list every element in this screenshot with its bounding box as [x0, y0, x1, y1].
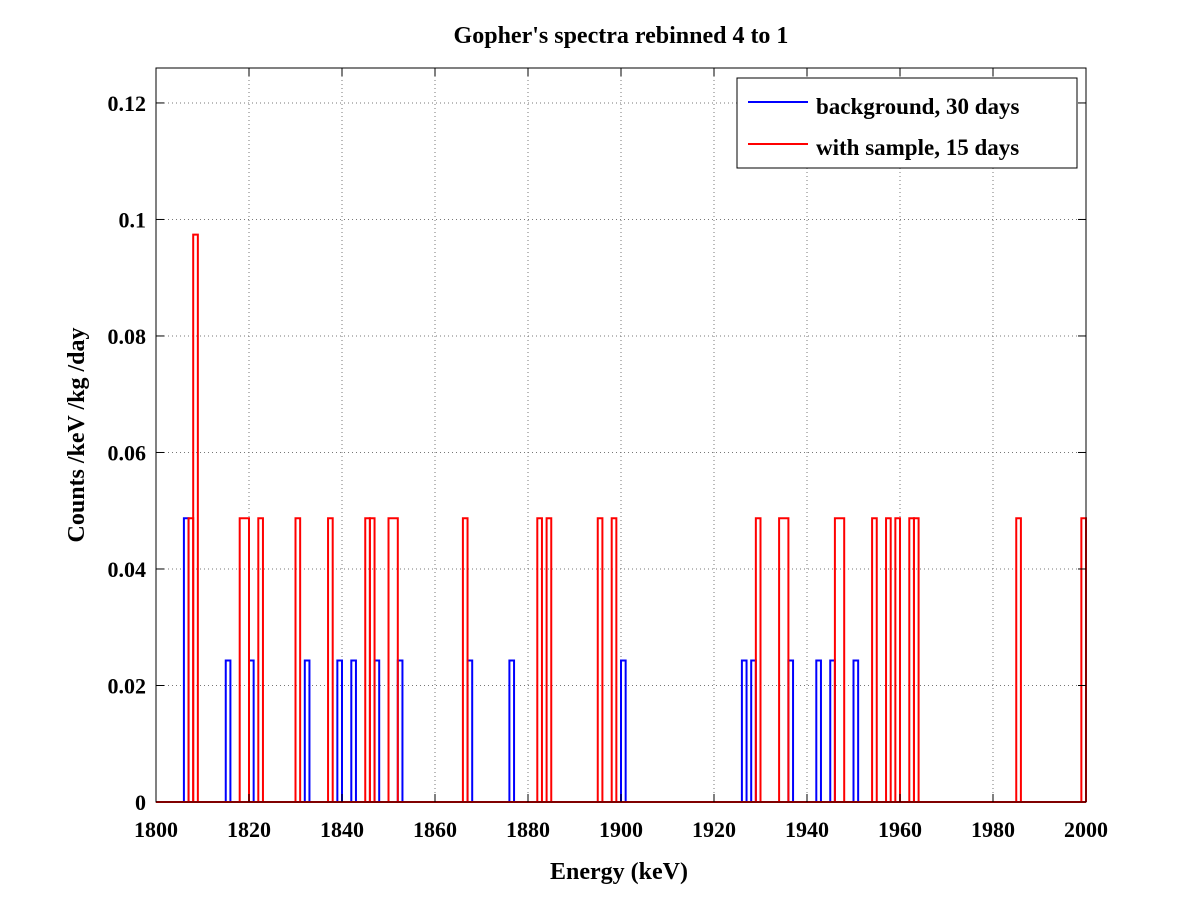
- legend-label-background: background, 30 days: [816, 94, 1020, 119]
- x-axis-label: Energy (keV): [550, 859, 688, 885]
- y-tick-label: 0: [135, 790, 146, 815]
- histogram-bin: [610, 517, 618, 802]
- y-tick-label: 0.12: [108, 91, 147, 116]
- histogram-bin: [536, 517, 543, 802]
- histogram-bin: [257, 517, 264, 802]
- x-tick-label: 1980: [971, 817, 1015, 842]
- x-tick-label: 1940: [785, 817, 829, 842]
- chart-title: Gopher's spectra rebinned 4 to 1: [454, 23, 789, 49]
- x-tick-label: 1860: [413, 817, 457, 842]
- x-tick-label: 1880: [506, 817, 550, 842]
- histogram-bin: [545, 517, 553, 802]
- x-tick-label: 2000: [1064, 817, 1108, 842]
- histogram-bin: [508, 659, 516, 802]
- x-tick-label: 1920: [692, 817, 736, 842]
- histogram-bin: [192, 233, 199, 802]
- x-tick-label: 1820: [227, 817, 271, 842]
- histogram-bin: [224, 659, 232, 802]
- histogram-bin: [833, 517, 846, 802]
- histogram-bin: [778, 517, 790, 802]
- x-tick-label: 1900: [599, 817, 643, 842]
- x-tick-label: 1800: [134, 817, 178, 842]
- axis-ticks: 1800 1820 1840 1860 1880 1900 1920 1940 1960 1980…: [108, 68, 1108, 842]
- y-tick-label: 0.08: [108, 324, 147, 349]
- y-tick-label: 0.02: [108, 673, 147, 698]
- histogram-bin: [327, 517, 334, 802]
- histogram-bin: [620, 659, 627, 802]
- histogram-bin: [740, 659, 748, 802]
- histogram-bin: [1015, 517, 1022, 802]
- legend-box: [736, 77, 1078, 169]
- x-tick-label: 1840: [320, 817, 364, 842]
- histogram-bin: [303, 659, 311, 802]
- histogram-bin: [754, 517, 762, 802]
- histogram-bin: [815, 659, 822, 802]
- legend-label-with-sample: with sample, 15 days: [816, 135, 1019, 160]
- histogram-bin: [350, 659, 357, 802]
- histogram-bin: [852, 659, 860, 802]
- histogram-bin: [368, 517, 376, 802]
- histogram-bin: [387, 517, 399, 802]
- y-tick-label: 0.04: [108, 557, 147, 582]
- x-tick-label: 1960: [878, 817, 922, 842]
- histogram-bin: [461, 517, 469, 802]
- histogram-bin: [885, 517, 892, 802]
- histogram-bin: [894, 517, 901, 802]
- histogram-bin: [871, 517, 878, 802]
- legend: background, 30 days with sample, 15 days: [736, 77, 1078, 169]
- histogram-bin: [238, 517, 250, 802]
- histogram-bin: [912, 517, 920, 802]
- histogram-bin: [336, 659, 343, 802]
- histogram-bin: [294, 517, 302, 802]
- y-axis-label: Counts /keV /kg /day: [64, 328, 90, 543]
- y-tick-label: 0.06: [108, 440, 147, 465]
- y-tick-label: 0.1: [119, 207, 147, 232]
- histogram-bin: [596, 517, 604, 802]
